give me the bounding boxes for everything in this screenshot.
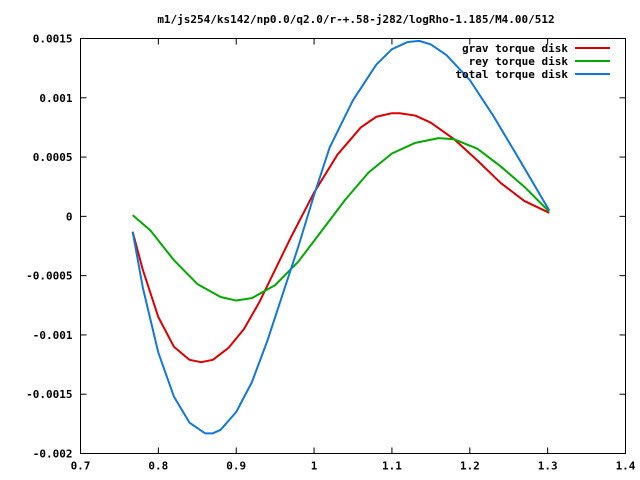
legend-label: rey torque disk bbox=[469, 55, 569, 68]
x-tick-label: 0.8 bbox=[148, 460, 168, 473]
series-line-rey-torque-disk bbox=[132, 137, 550, 302]
x-tick-label: 0.9 bbox=[226, 460, 246, 473]
y-tick-label: 0.0015 bbox=[33, 33, 73, 46]
y-tick-label: 0.001 bbox=[39, 92, 72, 105]
legend-label: grav torque disk bbox=[462, 42, 568, 55]
y-tick-label: -0.002 bbox=[33, 448, 73, 461]
series-line-grav-torque-disk bbox=[131, 112, 550, 364]
series-lines bbox=[131, 39, 551, 435]
y-tick-label: -0.0005 bbox=[26, 270, 72, 283]
y-tick-label: 0.0005 bbox=[33, 151, 73, 164]
plot-frame bbox=[80, 38, 626, 454]
x-tick-label: 0.7 bbox=[71, 460, 91, 473]
x-tick-label: 1 bbox=[311, 460, 318, 473]
x-tick-label: 1.2 bbox=[460, 460, 480, 473]
chart-title: m1/js254/ks142/np0.0/q2.0/r-+.58-j282/lo… bbox=[157, 13, 554, 26]
series-line-total-torque-disk bbox=[131, 39, 551, 435]
y-tick-label: -0.0015 bbox=[26, 388, 72, 401]
legend-label: total torque disk bbox=[455, 68, 568, 81]
y-tick-label: 0 bbox=[66, 210, 73, 223]
x-tick-label: 1.1 bbox=[382, 460, 402, 473]
x-tick-label: 1.3 bbox=[538, 460, 558, 473]
x-tick-label: 1.4 bbox=[616, 460, 636, 473]
y-tick-label: -0.001 bbox=[33, 329, 73, 342]
axis-ticks: 0.7 0.8 0.9 1 1.1 1.2 1.3 1.4 0.0015 0.001 0.0005 0… bbox=[26, 33, 636, 473]
